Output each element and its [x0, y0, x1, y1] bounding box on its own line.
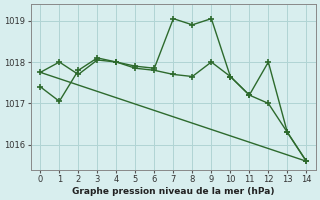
X-axis label: Graphe pression niveau de la mer (hPa): Graphe pression niveau de la mer (hPa)	[72, 187, 275, 196]
